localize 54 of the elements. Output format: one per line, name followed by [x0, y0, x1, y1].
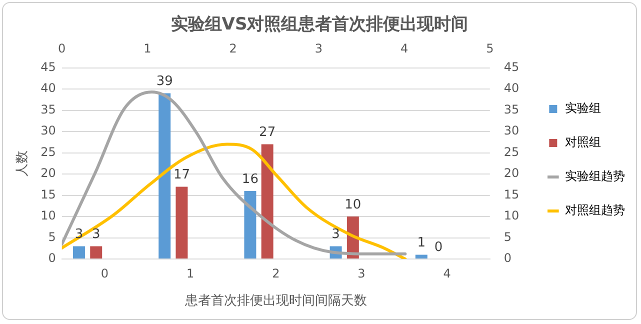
data-label: 27	[259, 125, 276, 140]
y-tick-label: 45	[40, 60, 56, 74]
y-tick-label: 0	[48, 251, 56, 266]
data-label: 3	[92, 227, 100, 242]
bar	[244, 191, 256, 258]
y-tick-label: 5	[48, 230, 56, 244]
y-tick-label: 30	[40, 124, 56, 138]
bar	[261, 144, 274, 258]
x2-tick-label: 1	[144, 42, 152, 56]
bar	[415, 254, 428, 258]
legend-label: 对照组趋势	[565, 203, 626, 218]
data-label: 3	[332, 227, 340, 242]
bar	[90, 246, 102, 258]
x-tick-label: 1	[186, 266, 194, 280]
x-axis-title: 患者首次排便出现时间间隔天数	[184, 294, 367, 309]
bar	[73, 246, 85, 258]
y2-tick-label: 5	[504, 230, 512, 244]
y2-tick-label: 15	[504, 187, 520, 202]
y-axis-title: 人数	[15, 150, 30, 176]
data-label: 17	[173, 168, 190, 183]
legend-label: 实验组	[565, 101, 602, 116]
x-tick-label: 3	[358, 266, 366, 280]
data-label: 16	[242, 172, 258, 187]
data-label: 39	[156, 74, 173, 90]
data-label: 0	[434, 240, 443, 255]
y-tick-label: 15	[40, 187, 56, 202]
y-tick-label: 25	[40, 144, 56, 159]
y2-tick-label: 20	[504, 166, 520, 180]
x-tick-label: 4	[443, 266, 451, 280]
data-label: 10	[344, 197, 362, 212]
bar	[176, 186, 188, 258]
x2-tick-label: 3	[314, 42, 323, 56]
y2-tick-label: 25	[504, 144, 520, 159]
y-tick-label: 10	[40, 208, 56, 223]
y-tick-label: 40	[40, 81, 56, 96]
x2-tick-label: 4	[400, 42, 408, 56]
y-tick-label: 35	[40, 102, 56, 116]
x2-tick-label: 2	[229, 42, 237, 56]
chart-title: 实验组VS对照组患者首次排便出现时间	[170, 14, 468, 35]
y2-tick-label: 40	[504, 81, 520, 96]
y2-tick-label: 0	[504, 251, 512, 266]
x2-tick-label: 5	[486, 42, 494, 56]
x-tick-label: 0	[100, 266, 108, 280]
legend-label: 实验组趋势	[565, 169, 626, 184]
y2-tick-label: 35	[504, 102, 520, 116]
y2-tick-label: 10	[504, 208, 520, 223]
x-tick-label: 2	[272, 266, 280, 280]
legend-label: 对照组	[565, 135, 602, 150]
y2-tick-label: 45	[504, 60, 520, 74]
data-label: 1	[417, 236, 426, 251]
bar	[158, 93, 171, 258]
y-tick-label: 20	[40, 166, 56, 180]
x2-tick-label: 0	[58, 42, 66, 56]
y2-tick-label: 30	[504, 124, 520, 138]
